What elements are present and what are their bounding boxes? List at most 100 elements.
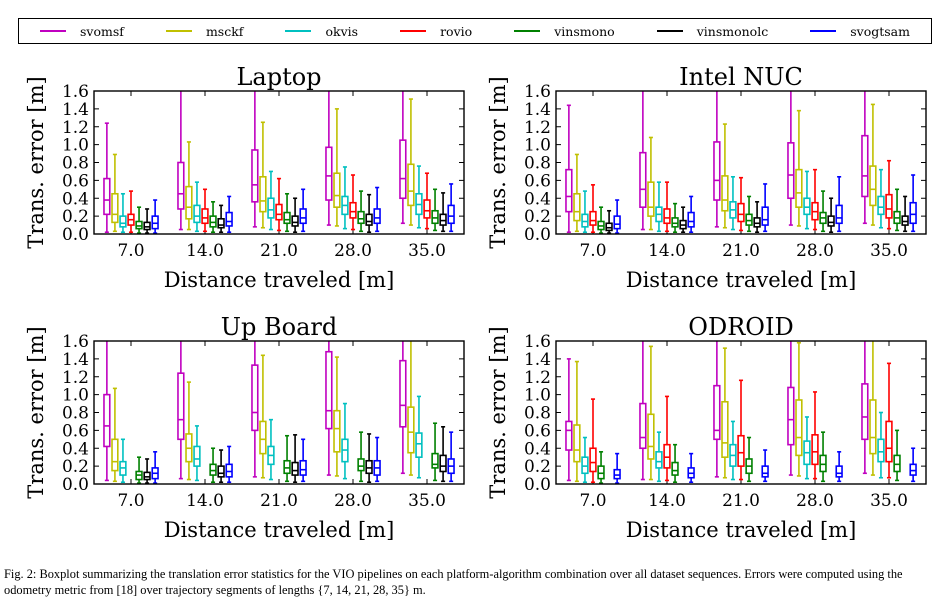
box-iqr	[787, 142, 795, 200]
box-okvis-7.0	[119, 192, 127, 234]
box-okvis-21.0	[729, 176, 737, 231]
box-iqr	[753, 217, 761, 228]
box-iqr	[217, 218, 225, 229]
box-okvis-14.0	[655, 431, 663, 483]
box-vinsmono-28.0	[819, 190, 827, 233]
x-tick-label: 35.0	[408, 241, 446, 261]
y-tick-label: 0.2	[62, 207, 89, 227]
box-vinsmonolc-28.0	[365, 193, 373, 234]
plot-frame	[93, 90, 465, 235]
box-iqr	[267, 197, 275, 219]
box-iqr	[671, 217, 679, 228]
box-iqr	[687, 211, 695, 228]
box-iqr	[713, 384, 721, 441]
x-tick-label: 35.0	[408, 491, 446, 511]
box-okvis-28.0	[341, 402, 349, 480]
box-rovio-35.0	[885, 362, 893, 479]
box-svomsf-14.0	[639, 341, 647, 481]
y-tick-label: 0.4	[62, 439, 89, 459]
box-iqr	[565, 420, 573, 451]
y-tick-label: 0.6	[524, 171, 551, 191]
box-vinsmono-21.0	[745, 195, 753, 233]
box-svomsf-14.0	[177, 91, 185, 231]
box-iqr	[671, 461, 679, 476]
box-svogtsam-21.0	[299, 188, 307, 233]
box-vinsmonolc-28.0	[365, 433, 373, 484]
box-iqr	[893, 454, 901, 473]
box-vinsmono-35.0	[431, 188, 439, 232]
y-tick-label: 0.2	[524, 457, 551, 477]
box-iqr	[835, 465, 843, 478]
box-iqr	[325, 350, 333, 430]
y-axis-label: Trans. error [m]	[24, 326, 48, 498]
legend-label: rovio	[440, 23, 473, 39]
box-iqr	[365, 213, 373, 226]
box-okvis-7.0	[581, 436, 589, 484]
legend-item-okvis: okvis	[285, 24, 358, 39]
box-msckf-35.0	[407, 341, 415, 476]
box-iqr	[333, 409, 341, 453]
box-rovio-7.0	[589, 398, 597, 484]
box-iqr	[639, 402, 647, 450]
box-svomsf-28.0	[325, 341, 333, 476]
box-svogtsam-14.0	[225, 195, 233, 234]
box-iqr	[185, 185, 193, 220]
box-iqr	[909, 463, 917, 476]
box-iqr	[201, 208, 209, 225]
box-vinsmono-7.0	[135, 456, 143, 484]
box-iqr	[581, 456, 589, 475]
box-iqr	[761, 206, 769, 226]
box-svomsf-21.0	[713, 341, 721, 478]
box-iqr	[861, 383, 869, 441]
box-iqr	[721, 400, 729, 458]
box-iqr	[217, 465, 225, 478]
x-tick-label: 7.0	[579, 241, 606, 261]
box-msckf-14.0	[185, 141, 193, 231]
box-iqr	[225, 211, 233, 227]
box-okvis-7.0	[581, 190, 589, 234]
box-vinsmono-21.0	[283, 192, 291, 233]
legend-label: okvis	[325, 23, 359, 39]
box-okvis-28.0	[803, 170, 811, 230]
box-iqr	[373, 208, 381, 225]
box-iqr	[193, 445, 201, 467]
box-vinsmonolc-21.0	[291, 197, 299, 234]
y-tick-label: 0.0	[62, 475, 89, 495]
box-rovio-28.0	[811, 391, 819, 480]
box-iqr	[737, 434, 745, 467]
box-iqr	[819, 454, 827, 473]
y-tick-label: 0.0	[524, 475, 551, 495]
x-tick-label: 14.0	[648, 491, 686, 511]
box-iqr	[291, 461, 299, 476]
legend-label: msckf	[205, 23, 244, 39]
y-tick-label: 1.2	[524, 118, 551, 138]
box-iqr	[283, 211, 291, 225]
box-vinsmono-14.0	[671, 443, 679, 484]
x-tick-label: 7.0	[117, 241, 144, 261]
x-tick-label: 14.0	[186, 241, 224, 261]
x-tick-label: 14.0	[186, 491, 224, 511]
box-msckf-7.0	[573, 360, 581, 483]
legend-swatch	[165, 30, 192, 32]
legend-item-vinsmono: vinsmono	[514, 24, 615, 39]
box-iqr	[565, 168, 573, 213]
box-svomsf-28.0	[787, 341, 795, 476]
box-iqr	[325, 146, 333, 201]
box-okvis-14.0	[193, 181, 201, 233]
chart-title: Up Board	[221, 313, 337, 341]
box-iqr	[737, 202, 745, 223]
box-iqr	[861, 134, 869, 198]
box-svomsf-21.0	[251, 341, 259, 478]
box-iqr	[877, 195, 885, 216]
box-iqr	[811, 434, 819, 466]
x-axis-label: Distance traveled [m]	[626, 518, 857, 542]
box-iqr	[225, 463, 233, 478]
box-iqr	[663, 208, 671, 225]
box-svomsf-14.0	[639, 91, 647, 231]
box-vinsmono-7.0	[135, 206, 143, 234]
box-iqr	[909, 201, 917, 225]
x-tick-label: 21.0	[260, 241, 298, 261]
y-tick-label: 1.4	[62, 350, 89, 370]
box-vinsmono-35.0	[893, 429, 901, 482]
box-iqr	[431, 209, 439, 225]
